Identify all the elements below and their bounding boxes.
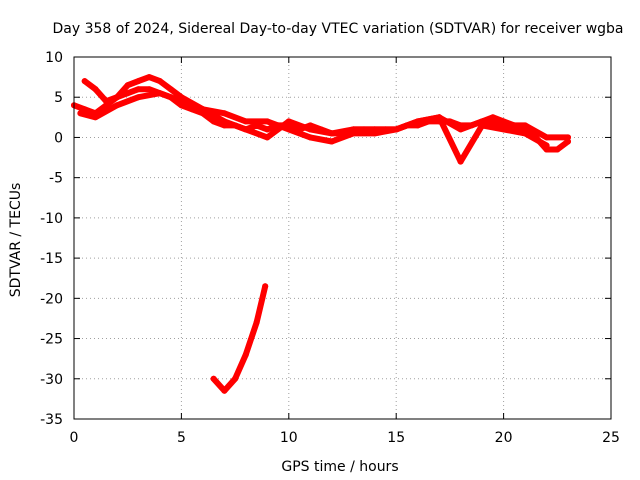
data-point bbox=[81, 106, 88, 113]
x-tick-label: 0 bbox=[70, 430, 79, 446]
series-line-trace-d bbox=[210, 283, 269, 394]
data-point bbox=[457, 126, 464, 133]
y-axis: 10 5 0 -5 -10 -15 -20 -25 -30 -35 bbox=[40, 50, 611, 428]
data-point bbox=[328, 138, 335, 145]
data-point bbox=[103, 98, 110, 105]
y-tick-label: 0 bbox=[54, 130, 63, 146]
data-point bbox=[307, 126, 314, 133]
data-point bbox=[77, 110, 84, 117]
chart-title: Day 358 of 2024, Sidereal Day-to-day VTE… bbox=[52, 21, 623, 37]
y-tick-label: -30 bbox=[40, 372, 63, 388]
data-point bbox=[81, 78, 88, 85]
data-point bbox=[146, 86, 153, 93]
data-point bbox=[156, 90, 163, 97]
data-point bbox=[114, 102, 120, 109]
data-point bbox=[457, 158, 464, 165]
series-line-trace-b bbox=[81, 74, 571, 141]
data-point bbox=[146, 74, 153, 81]
data-point bbox=[167, 86, 174, 93]
data-point bbox=[414, 118, 421, 125]
data-point bbox=[262, 283, 269, 290]
data-point bbox=[307, 134, 314, 141]
data-point bbox=[350, 130, 357, 137]
y-tick-label: -25 bbox=[40, 332, 63, 348]
data-point bbox=[328, 130, 335, 137]
y-tick-label: 5 bbox=[54, 90, 63, 106]
y-tick-label: 10 bbox=[45, 50, 63, 66]
y-tick-label: -5 bbox=[49, 171, 63, 187]
data-point bbox=[489, 114, 496, 121]
data-point bbox=[393, 126, 400, 133]
data-point bbox=[221, 118, 228, 125]
data-point bbox=[135, 94, 142, 101]
data-point bbox=[436, 114, 443, 121]
y-tick-label: -20 bbox=[40, 291, 63, 307]
data-point bbox=[253, 319, 260, 326]
data-point bbox=[264, 134, 271, 141]
data-point bbox=[543, 142, 550, 149]
data-point bbox=[221, 387, 228, 394]
series-group bbox=[71, 74, 571, 394]
data-point bbox=[135, 86, 142, 93]
data-point bbox=[285, 118, 292, 125]
y-axis-label: SDTVAR / TECUs bbox=[8, 183, 24, 298]
data-point bbox=[500, 126, 507, 133]
data-point bbox=[371, 130, 378, 137]
grid bbox=[74, 57, 611, 419]
data-point bbox=[221, 110, 228, 117]
data-point bbox=[565, 134, 571, 141]
x-tick-label: 25 bbox=[602, 430, 620, 446]
x-axis-label: GPS time / hours bbox=[281, 459, 398, 475]
y-tick-label: -15 bbox=[40, 251, 63, 267]
data-point bbox=[92, 86, 99, 93]
data-point bbox=[232, 375, 239, 382]
data-point bbox=[156, 78, 163, 85]
data-point bbox=[264, 126, 271, 133]
x-tick-label: 5 bbox=[177, 430, 186, 446]
x-tick-label: 15 bbox=[387, 430, 405, 446]
data-point bbox=[242, 118, 249, 125]
x-axis: 0 5 10 15 20 25 bbox=[70, 57, 620, 446]
y-tick-label: -35 bbox=[40, 412, 63, 428]
data-point bbox=[199, 106, 206, 113]
data-point bbox=[124, 90, 131, 97]
data-point bbox=[178, 98, 185, 105]
x-tick-label: 10 bbox=[280, 430, 298, 446]
data-point bbox=[242, 351, 249, 358]
data-point bbox=[210, 118, 217, 125]
data-point bbox=[210, 375, 217, 382]
data-point bbox=[242, 126, 249, 133]
data-point bbox=[522, 130, 529, 137]
data-point bbox=[479, 122, 486, 129]
x-tick-label: 20 bbox=[495, 430, 513, 446]
data-point bbox=[135, 78, 142, 85]
data-point bbox=[543, 134, 550, 141]
data-point bbox=[114, 94, 120, 101]
data-point bbox=[285, 126, 292, 133]
plot-frame bbox=[73, 56, 612, 420]
data-point bbox=[92, 114, 99, 121]
data-point bbox=[522, 122, 529, 129]
y-tick-label: -10 bbox=[40, 211, 63, 227]
data-point bbox=[264, 118, 271, 125]
data-point bbox=[124, 82, 131, 89]
data-point bbox=[554, 146, 561, 153]
